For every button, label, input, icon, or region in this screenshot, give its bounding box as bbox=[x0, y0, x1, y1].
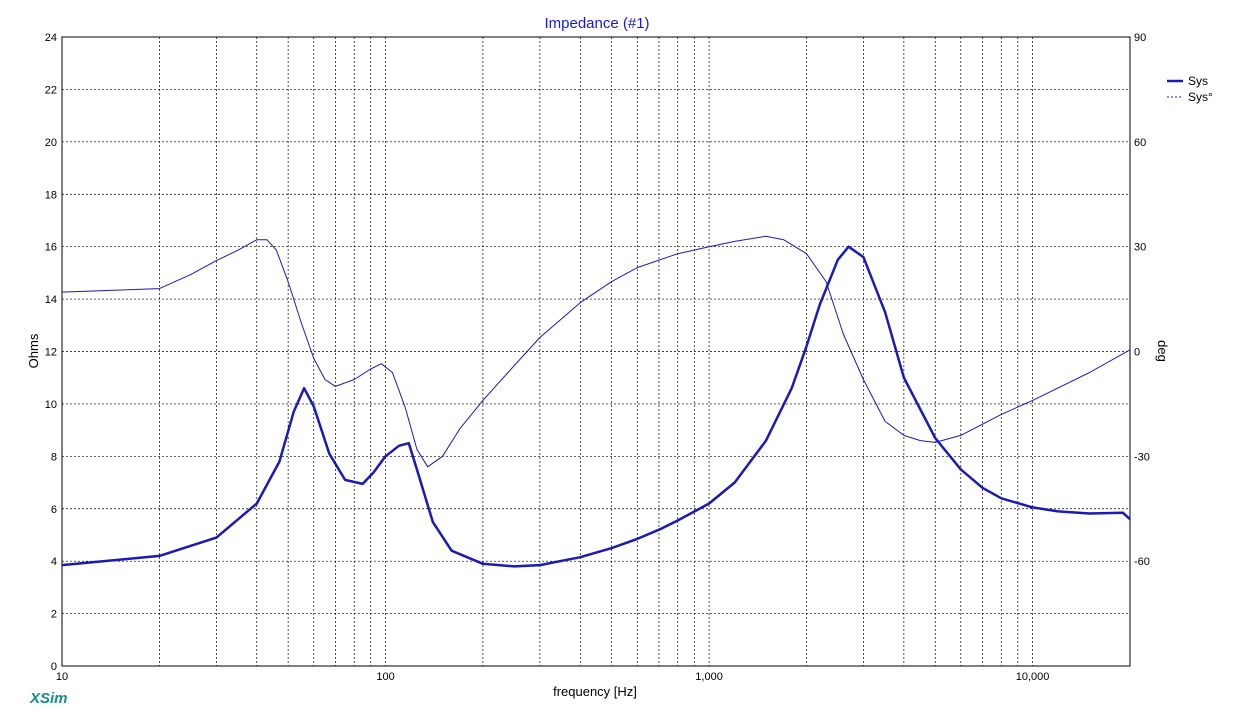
x-tick-label: 100 bbox=[376, 671, 394, 683]
y-tick-label: 0 bbox=[51, 661, 57, 673]
x-tick-label: 1,000 bbox=[695, 671, 723, 683]
legend: Sys Sys° bbox=[1167, 74, 1213, 104]
y-tick-label: 4 bbox=[51, 556, 57, 568]
y-tick-label: 22 bbox=[45, 84, 57, 96]
y-tick-label: 18 bbox=[45, 189, 57, 201]
y-tick-label: 12 bbox=[45, 347, 57, 359]
plot-frame bbox=[61, 36, 1131, 667]
x-tick-label: 10 bbox=[56, 671, 68, 683]
y-tick-label: 14 bbox=[45, 294, 57, 306]
y-tick-label: 10 bbox=[45, 399, 57, 411]
series-line-sys-phase bbox=[61, 235, 1131, 468]
y-tick-label: 20 bbox=[45, 137, 57, 149]
y2-tick-label: -30 bbox=[1134, 451, 1150, 463]
tick-labels: 10 100 1,000 10,000024681012141618202224-60… bbox=[45, 32, 1150, 683]
app-brand: XSim bbox=[29, 690, 68, 707]
y2-tick-label: 30 bbox=[1134, 242, 1146, 254]
grid bbox=[62, 37, 1130, 666]
y-tick-label: 16 bbox=[45, 242, 57, 254]
legend-label-sys: Sys bbox=[1188, 74, 1208, 88]
series-line-sys bbox=[61, 245, 1131, 568]
y2-axis-label: deg bbox=[1155, 340, 1170, 362]
y-tick-label: 24 bbox=[45, 32, 57, 44]
y2-tick-label: 60 bbox=[1134, 137, 1146, 149]
y2-tick-label: 90 bbox=[1134, 32, 1146, 44]
y-tick-label: 8 bbox=[51, 451, 57, 463]
x-tick-label: 10,000 bbox=[1016, 671, 1050, 683]
y-tick-label: 6 bbox=[51, 504, 57, 516]
legend-label-sys-phase: Sys° bbox=[1188, 90, 1213, 104]
series bbox=[61, 235, 1131, 568]
y2-tick-label: -60 bbox=[1134, 556, 1150, 568]
y-tick-label: 2 bbox=[51, 609, 57, 621]
chart-title: Impedance (#1) bbox=[544, 15, 649, 32]
x-axis-label: frequency [Hz] bbox=[553, 684, 637, 699]
y-axis-label: Ohms bbox=[26, 333, 41, 368]
y2-tick-label: 0 bbox=[1134, 347, 1140, 359]
